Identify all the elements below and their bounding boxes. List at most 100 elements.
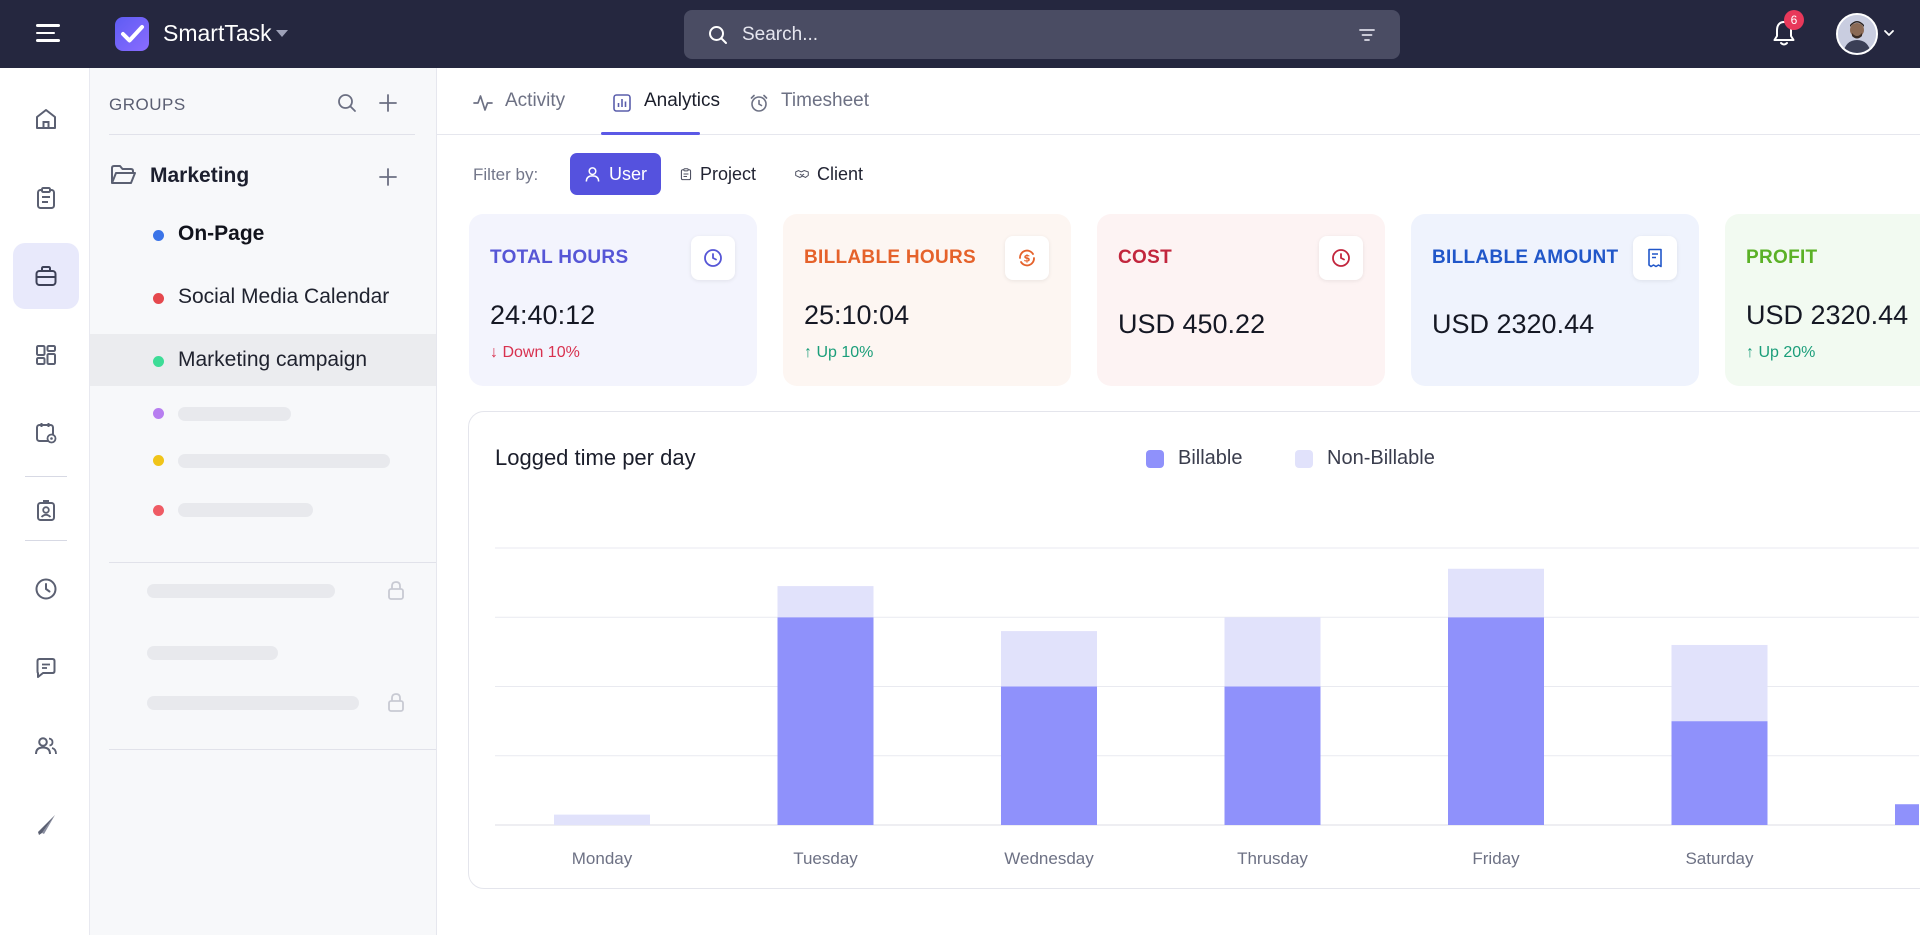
- user-avatar[interactable]: [1836, 13, 1878, 55]
- card-title: TOTAL HOURS: [490, 247, 629, 268]
- search-icon[interactable]: [336, 92, 358, 114]
- bar-non-billable-thrusday[interactable]: [1224, 617, 1321, 687]
- search-bar: [684, 10, 1400, 59]
- legend-swatch: [1295, 450, 1313, 468]
- x-tick-label: Wednesday: [1004, 849, 1094, 868]
- bar-non-billable-tuesday[interactable]: [777, 586, 874, 618]
- lock-icon: [388, 581, 404, 600]
- tab-bar: Activity Analytics Timesheet: [437, 68, 1920, 135]
- invoice-icon[interactable]: [1633, 236, 1677, 280]
- logged-time-chart: Logged time per day Billable Non-Billabl…: [468, 411, 1920, 889]
- dollar-refresh-icon[interactable]: $: [1005, 236, 1049, 280]
- card-delta: ↑ Up 20%: [1746, 344, 1816, 361]
- workspace-caret-icon[interactable]: [276, 30, 288, 37]
- add-project-icon[interactable]: [377, 166, 399, 188]
- bar-non-billable-friday[interactable]: [1448, 568, 1544, 618]
- project-color-dot: [153, 356, 164, 367]
- project-color-dot: [153, 230, 164, 241]
- billable-hours-card: BILLABLE HOURS $ 25:10:04 ↑ Up 10%: [783, 214, 1071, 386]
- filter-project-button[interactable]: Project: [666, 153, 770, 195]
- lock-icon: [388, 693, 404, 712]
- dashboard-icon[interactable]: [13, 322, 79, 388]
- tab-label: Timesheet: [781, 90, 869, 111]
- svg-text:$: $: [1024, 254, 1031, 265]
- loading-placeholder: [147, 584, 335, 598]
- folder-open-icon[interactable]: [110, 163, 136, 187]
- rail-divider: [25, 540, 67, 541]
- placeholder-dot: [153, 408, 164, 419]
- loading-placeholder: [147, 646, 278, 660]
- legend-label: Non-Billable: [1327, 447, 1435, 469]
- calendar-settings-icon[interactable]: [13, 400, 79, 466]
- loading-placeholder: [178, 503, 313, 517]
- card-value: USD 450.22: [1118, 309, 1266, 339]
- rocket-icon[interactable]: [13, 792, 79, 858]
- total-hours-card: TOTAL HOURS 24:40:12 ↓ Down 10%: [469, 214, 757, 386]
- users-icon[interactable]: [13, 713, 79, 779]
- card-value: 24:40:12: [490, 300, 596, 330]
- tasks-clipboard-icon[interactable]: [13, 165, 79, 231]
- loading-placeholder: [178, 407, 291, 421]
- card-title: BILLABLE HOURS: [804, 247, 977, 268]
- chat-icon[interactable]: [13, 635, 79, 701]
- groups-panel: GROUPS Marketing On-Page Social Media Ca…: [90, 68, 437, 935]
- bar-chart: Monday Tuesday Wednesday Thrusday Friday Satu…: [495, 547, 1919, 868]
- billable-amount-card: BILLABLE AMOUNT USD 2320.44: [1411, 214, 1699, 386]
- filter-icon[interactable]: [1358, 26, 1376, 44]
- contact-card-icon[interactable]: [13, 478, 79, 544]
- x-tick-label: Tuesday: [793, 849, 858, 868]
- group-item-on-page[interactable]: On-Page: [90, 208, 436, 260]
- filter-user-button[interactable]: User: [570, 153, 661, 195]
- bar-billable-su[interactable]: [1895, 804, 1919, 825]
- card-value: 25:10:04: [804, 300, 910, 330]
- bar-billable-thrusday[interactable]: [1224, 686, 1321, 826]
- chevron-down-icon[interactable]: [1883, 28, 1895, 38]
- clock-icon[interactable]: [13, 556, 79, 622]
- bar-billable-wednesday[interactable]: [1001, 686, 1097, 826]
- group-item-marketing-campaign[interactable]: Marketing campaign: [90, 334, 436, 386]
- tab-activity[interactable]: Activity: [473, 90, 573, 135]
- bar-billable-friday[interactable]: [1448, 617, 1544, 825]
- search-input[interactable]: [742, 21, 1322, 49]
- group-item-label: Social Media Calendar: [178, 285, 390, 308]
- filter-option-label: Client: [816, 163, 863, 184]
- profit-card: PROFIT USD 2320.44 ↑ Up 20%: [1725, 214, 1920, 386]
- smarttask-logo-icon[interactable]: [115, 17, 149, 51]
- bar-non-billable-monday[interactable]: [554, 814, 650, 825]
- bar-billable-tuesday[interactable]: [777, 617, 874, 825]
- activity-icon: [473, 95, 493, 111]
- clipboard-icon: [680, 168, 692, 181]
- bar-non-billable-saturday[interactable]: [1671, 644, 1768, 722]
- tab-analytics[interactable]: Analytics: [612, 90, 722, 135]
- bar-billable-saturday[interactable]: [1671, 721, 1768, 825]
- filter-option-label: Project: [699, 163, 756, 184]
- group-item-label: Marketing campaign: [178, 348, 368, 371]
- clock-icon[interactable]: [691, 236, 735, 280]
- tab-label: Activity: [505, 90, 566, 111]
- filter-by-label: Filter by:: [473, 165, 539, 184]
- loading-placeholder: [178, 454, 390, 468]
- folder-marketing[interactable]: Marketing: [150, 164, 250, 187]
- bar-chart-icon: [613, 94, 631, 112]
- x-tick-label: Friday: [1472, 849, 1520, 868]
- tab-timesheet[interactable]: Timesheet: [749, 90, 879, 135]
- home-icon[interactable]: [13, 86, 79, 152]
- group-item-social-media-calendar[interactable]: Social Media Calendar: [90, 271, 436, 323]
- placeholder-dot: [153, 505, 164, 516]
- icon-rail: [0, 68, 90, 935]
- user-icon: [585, 167, 600, 182]
- filter-client-button[interactable]: Client: [781, 153, 877, 195]
- app-name[interactable]: SmartTask: [163, 20, 272, 46]
- briefcase-icon[interactable]: [13, 243, 79, 309]
- bar-non-billable-wednesday[interactable]: [1001, 631, 1097, 687]
- legend-swatch: [1146, 450, 1164, 468]
- loading-placeholder: [147, 696, 359, 710]
- clock-alert-icon[interactable]: [1319, 236, 1363, 280]
- add-group-icon[interactable]: [377, 92, 399, 114]
- groups-divider: [109, 562, 436, 563]
- hamburger-menu-icon[interactable]: [36, 24, 60, 44]
- groups-divider: [109, 134, 415, 135]
- handshake-icon: [795, 170, 809, 178]
- card-value: USD 2320.44: [1432, 309, 1595, 339]
- card-delta: ↓ Down 10%: [490, 344, 580, 361]
